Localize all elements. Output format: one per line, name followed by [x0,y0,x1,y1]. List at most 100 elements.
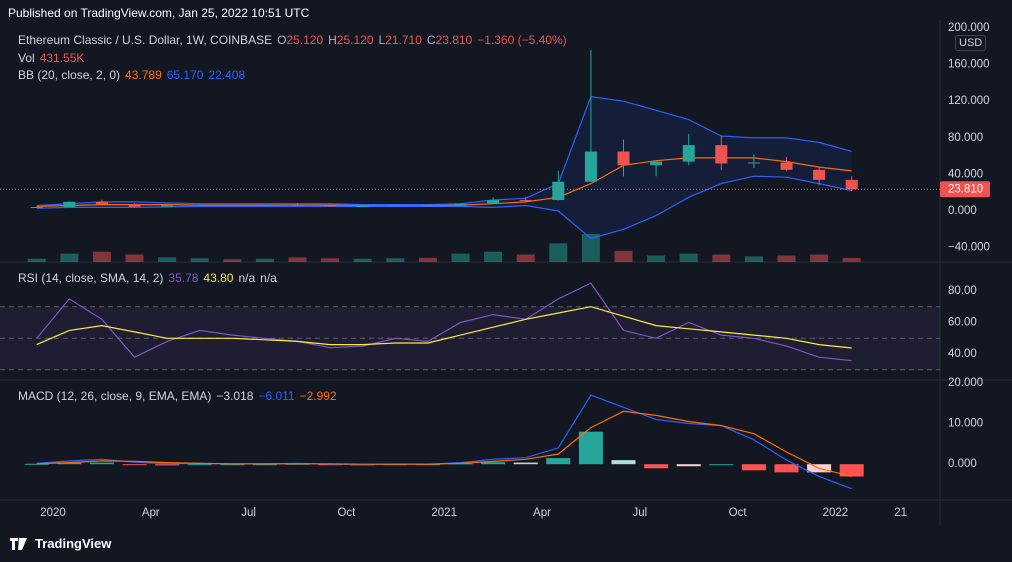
bb-value: 43.789 [125,68,162,82]
candle-body [95,201,108,204]
ohlc-key: H [328,33,337,47]
volume-bar [451,253,470,262]
candle-body [617,151,630,166]
y-tick-label: 20.000 [948,377,983,389]
macd-line [36,410,852,477]
y-tick-label: 120.000 [948,95,990,107]
x-tick-label: 2020 [40,507,66,519]
symbol-title: Ethereum Classic / U.S. Dollar, 1W, COIN… [18,33,273,47]
macd-histogram-bar [741,464,766,471]
rsi-legend: RSI (14, close, SMA, 14, 2) 35.78 43.80 n/a… [18,271,282,285]
change: −1.360 (−5.40%) [477,33,567,47]
macd-histogram-bar [774,464,799,473]
brand: TradingView [10,536,111,551]
volume-bar [255,258,274,262]
ohlc-key: C [426,33,436,47]
candle-body [552,181,565,201]
volume-bar [777,255,796,262]
volume-bar [679,253,698,262]
last-price-label: 23.810 [948,183,983,195]
macd-histogram-bar [481,462,506,465]
volume-bar [321,258,340,262]
macd-histogram-bar [24,463,49,465]
y-tick-label: 200.000 [948,22,990,34]
rsi-name: RSI (14, close, SMA, 14, 2) [18,271,164,285]
volume-bar [418,257,437,262]
chart-bg [0,20,1012,525]
candle-body [715,145,728,164]
volume-value: 431.55K [39,51,85,65]
macd-histogram-bar [709,464,734,466]
volume-bar [484,251,503,262]
volume-bar [744,256,763,262]
rsi-pane [0,282,940,371]
y-tick-label: 80.00 [948,285,977,297]
candle-body [356,206,369,208]
volume-bar [190,258,209,262]
volume-bar [27,258,46,262]
x-tick-label: Oct [729,507,748,519]
axes: −40.000 0.000 40.000 80.000 120.000 160.000 20… [40,22,990,519]
macd-histogram-bar [89,462,114,465]
macd-histogram-bar [57,462,82,465]
volume-bar [223,259,242,262]
macd-value: −6.011 [258,389,295,403]
macd-legend: MACD (12, 26, close, 9, EMA, EMA) −3.018−… [18,389,342,403]
ohlc-key: L [378,33,386,47]
macd-value: −2.992 [299,389,337,403]
bb-line [36,95,852,207]
macd-name: MACD (12, 26, close, 9, EMA, EMA) [18,389,212,403]
volume-bar [158,257,177,262]
bb-value: 22.408 [208,68,246,82]
x-tick-label: Apr [533,507,551,519]
volume-bar [842,257,861,262]
y-tick-label: 10.000 [948,418,983,430]
candle-body [650,161,663,166]
bb-legend: BB (20, close, 2, 0) 43.789 65.170 22.408 [18,68,250,82]
macd-histogram-bar [220,464,245,466]
candle-body [30,206,43,208]
y-tick-label: 160.000 [948,59,990,71]
ohlc-value: 21.710 [385,33,422,47]
rsi-extra: n/a [238,271,256,285]
x-tick-label: 2022 [823,507,849,519]
volume-bar [125,254,144,262]
macd-histogram-bar [611,460,636,465]
candle-body [454,203,467,206]
ohlc-key: O [277,33,287,47]
x-tick-label: Jul [632,507,647,519]
volume-bar [386,258,405,262]
macd-histogram-bar [187,464,212,466]
volume-bar [60,253,79,262]
candle-body [226,204,239,206]
volume-bar [288,257,307,262]
brand-logo [10,537,27,550]
candle-body [291,204,304,206]
rsi-extra: n/a [260,271,277,285]
rsi-line [36,282,852,362]
rsi-value: 43.80 [203,271,234,285]
candle-body [584,151,597,182]
candle-body [161,205,174,207]
volume-bar [353,258,372,262]
bb-line [36,175,852,240]
bb-fill [36,96,852,239]
volume-bar [516,254,535,262]
published-note: Published on TradingView.com, Jan 25, 20… [8,6,310,20]
ohlc-value: 25.120 [336,33,374,47]
macd-hist-value: −3.018 [216,389,254,403]
candle-body [813,169,826,180]
y-tick-label: −40.000 [948,242,990,254]
candle-body [193,204,206,206]
y-tick-label: 0.000 [948,458,977,470]
x-tick-label: 2021 [431,507,457,519]
volume-bar [647,255,666,262]
rsi-value: 35.78 [168,271,199,285]
volume-name: Vol [18,51,35,65]
macd-histogram-bar [644,464,669,469]
y-tick-label: 0.000 [948,205,977,217]
brand-name: TradingView [35,536,112,551]
candle-body [258,204,271,206]
